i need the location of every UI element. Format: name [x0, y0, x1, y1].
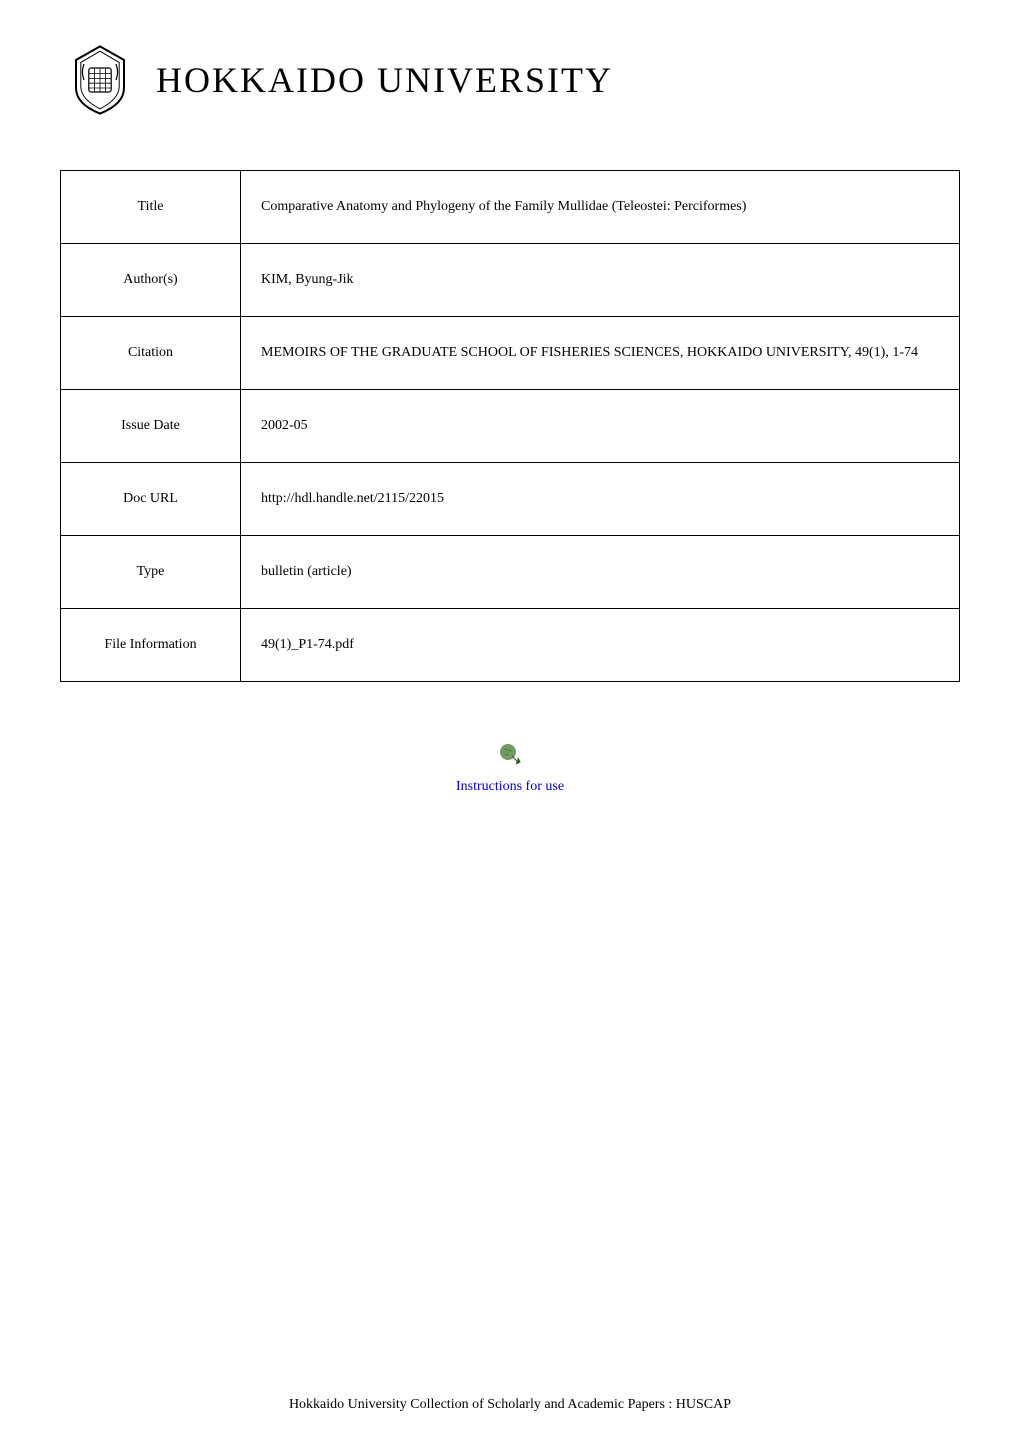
metadata-label-citation: Citation	[61, 317, 241, 390]
metadata-label-issue-date: Issue Date	[61, 390, 241, 463]
table-row: Title Comparative Anatomy and Phylogeny …	[61, 171, 960, 244]
metadata-label-title: Title	[61, 171, 241, 244]
instructions-link[interactable]: Instructions for use	[60, 779, 960, 795]
metadata-value-issue-date: 2002-05	[241, 390, 960, 463]
footer-text: Hokkaido University Collection of Schola…	[0, 1397, 1020, 1413]
table-row: Citation MEMOIRS OF THE GRADUATE SCHOOL …	[61, 317, 960, 390]
university-name: HOKKAIDO UNIVERSITY	[156, 59, 613, 101]
metadata-value-authors: KIM, Byung-Jik	[241, 244, 960, 317]
metadata-value-file-info: 49(1)_P1-74.pdf	[241, 609, 960, 682]
earth-arrow-icon	[498, 742, 522, 771]
metadata-label-file-info: File Information	[61, 609, 241, 682]
metadata-value-doc-url: http://hdl.handle.net/2115/22015	[241, 463, 960, 536]
table-row: Issue Date 2002-05	[61, 390, 960, 463]
table-row: Type bulletin (article)	[61, 536, 960, 609]
table-row: Author(s) KIM, Byung-Jik	[61, 244, 960, 317]
metadata-value-title: Comparative Anatomy and Phylogeny of the…	[241, 171, 960, 244]
metadata-value-type: bulletin (article)	[241, 536, 960, 609]
university-logo	[60, 40, 140, 120]
header: HOKKAIDO UNIVERSITY	[60, 40, 960, 120]
instructions-section: Instructions for use	[60, 742, 960, 795]
metadata-label-doc-url: Doc URL	[61, 463, 241, 536]
metadata-label-type: Type	[61, 536, 241, 609]
metadata-value-citation: MEMOIRS OF THE GRADUATE SCHOOL OF FISHER…	[241, 317, 960, 390]
table-row: File Information 49(1)_P1-74.pdf	[61, 609, 960, 682]
metadata-table: Title Comparative Anatomy and Phylogeny …	[60, 170, 960, 682]
table-row: Doc URL http://hdl.handle.net/2115/22015	[61, 463, 960, 536]
logo-icon	[60, 40, 140, 120]
metadata-label-authors: Author(s)	[61, 244, 241, 317]
